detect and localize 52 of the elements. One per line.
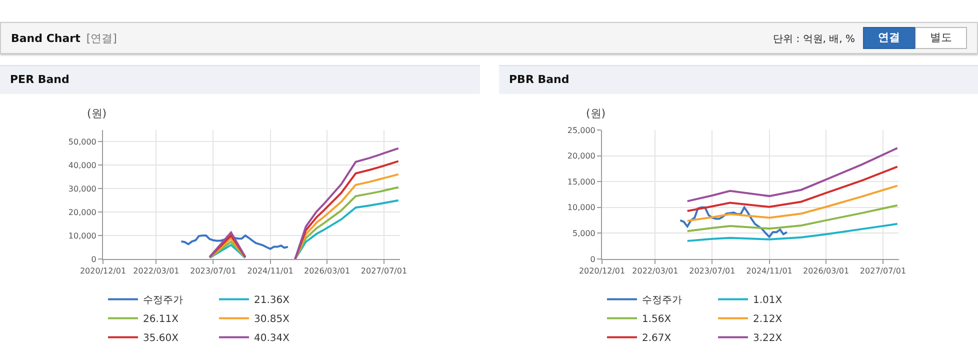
line-series [686, 166, 898, 212]
y-tick-label: 40,000 [68, 160, 96, 170]
legend-label: 수정주가 [642, 295, 682, 306]
legend-label: 35.60X [143, 333, 179, 344]
x-tick-label: 2023/07/01 [689, 266, 736, 276]
y-tick-label: 20,000 [567, 152, 596, 161]
legend-label: 26.11X [143, 314, 179, 326]
x-tick-label: 2024/11/01 [746, 266, 792, 276]
text: Band Chart [11, 32, 80, 45]
legend-label: 40.34X [254, 333, 290, 344]
line-series [180, 234, 289, 250]
line-series [679, 206, 788, 238]
x-tick-label: 2026/03/01 [304, 266, 350, 276]
y-tick-label: 10,000 [68, 231, 96, 240]
y-tick-label: 5,000 [572, 229, 596, 238]
text: 단위 : 억원, 배, % [773, 33, 855, 46]
legend-label: 2.12X [753, 314, 782, 326]
line-series [686, 147, 898, 202]
toggle-button: 별도 [915, 27, 967, 49]
line-series [686, 222, 898, 242]
text: [연결] [86, 32, 117, 45]
x-tick-label: 2026/03/01 [802, 266, 850, 276]
y-tick-label: 50,000 [68, 138, 96, 147]
y-tick-label: 30,000 [68, 184, 96, 194]
legend-label: 1.56X [642, 314, 672, 326]
line-series [686, 204, 898, 232]
x-tick-label: 2020/12/01 [80, 266, 126, 276]
y-tick-label: 15,000 [567, 177, 596, 186]
y-axis-title: (원) [87, 107, 107, 120]
legend-label: 수정주가 [143, 295, 183, 306]
toggle-button: 연결 [863, 27, 915, 49]
y-tick-label: 0 [91, 254, 96, 264]
y-tick-label: 10,000 [567, 203, 596, 212]
legend-label: 2.67X [642, 333, 672, 344]
legend-label: 1.01X [753, 295, 782, 306]
y-tick-label: 25,000 [567, 126, 596, 135]
x-tick-label: 2020/12/01 [578, 266, 626, 276]
y-tick-label: 0 [590, 254, 596, 264]
x-tick-label: 2022/03/01 [632, 266, 678, 276]
x-tick-label: 2022/03/01 [133, 266, 180, 276]
x-tick-label: 2023/07/01 [190, 266, 236, 276]
line-series [686, 184, 898, 222]
y-tick-label: 20,000 [68, 208, 96, 217]
chart-title: PER Band [0, 65, 480, 94]
legend-label: 3.22X [753, 333, 782, 344]
y-axis-title: (원) [586, 107, 606, 120]
x-tick-label: 2024/11/01 [247, 266, 294, 276]
x-tick-label: 2027/07/01 [860, 266, 906, 276]
legend-label: 21.36X [254, 295, 290, 306]
chart-title: PBR Band [499, 65, 978, 94]
legend-label: 30.85X [254, 314, 290, 326]
x-tick-label: 2027/07/01 [360, 266, 408, 276]
